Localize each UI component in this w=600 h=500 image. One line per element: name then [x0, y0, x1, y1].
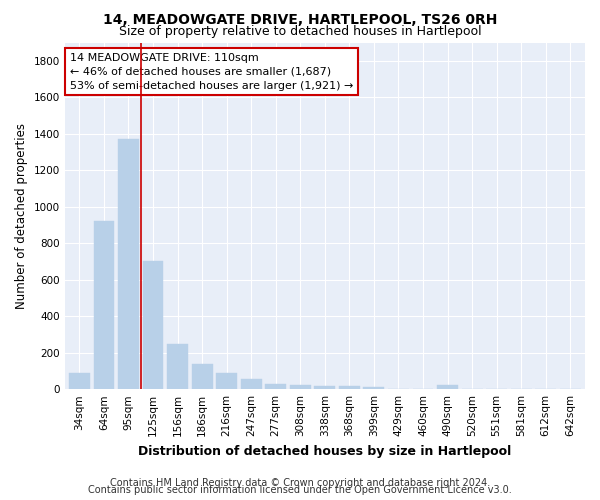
- Text: 14 MEADOWGATE DRIVE: 110sqm
← 46% of detached houses are smaller (1,687)
53% of : 14 MEADOWGATE DRIVE: 110sqm ← 46% of det…: [70, 53, 353, 91]
- Text: Contains HM Land Registry data © Crown copyright and database right 2024.: Contains HM Land Registry data © Crown c…: [110, 478, 490, 488]
- Bar: [314, 386, 335, 389]
- Y-axis label: Number of detached properties: Number of detached properties: [15, 123, 28, 309]
- Bar: [69, 373, 90, 389]
- Bar: [94, 222, 115, 389]
- Bar: [241, 379, 262, 389]
- Bar: [167, 344, 188, 389]
- Bar: [265, 384, 286, 389]
- Bar: [290, 384, 311, 389]
- Bar: [364, 387, 385, 389]
- Bar: [437, 385, 458, 389]
- Bar: [216, 373, 237, 389]
- Text: Contains public sector information licensed under the Open Government Licence v3: Contains public sector information licen…: [88, 485, 512, 495]
- Bar: [191, 364, 212, 389]
- Text: Size of property relative to detached houses in Hartlepool: Size of property relative to detached ho…: [119, 25, 481, 38]
- X-axis label: Distribution of detached houses by size in Hartlepool: Distribution of detached houses by size …: [138, 444, 511, 458]
- Bar: [118, 139, 139, 389]
- Bar: [143, 260, 163, 389]
- Text: 14, MEADOWGATE DRIVE, HARTLEPOOL, TS26 0RH: 14, MEADOWGATE DRIVE, HARTLEPOOL, TS26 0…: [103, 12, 497, 26]
- Bar: [339, 386, 360, 389]
